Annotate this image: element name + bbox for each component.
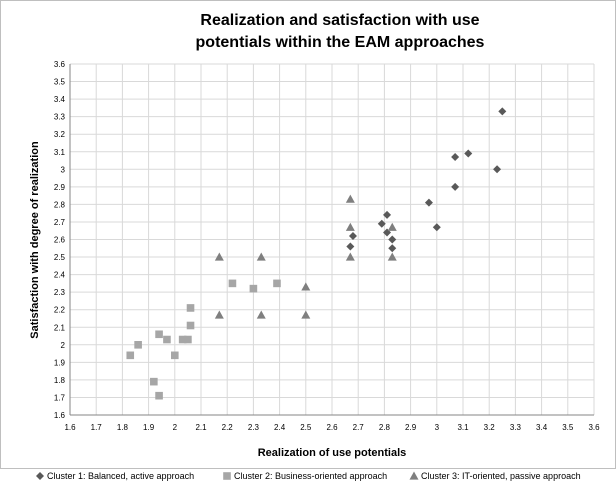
series-2-point [163, 335, 171, 344]
legend-label-2: Cluster 2: Business-oriented approach [234, 471, 387, 481]
legend: Cluster 1: Balanced, active approach Clus… [36, 471, 581, 481]
series-2-point [155, 330, 163, 339]
series-2-point [155, 391, 163, 400]
x-tick-label: 2.4 [274, 423, 286, 432]
x-tick-label: 2 [173, 423, 178, 432]
series-3-point [345, 252, 355, 261]
series-2-point [249, 284, 258, 293]
x-tick-label: 2.9 [405, 423, 417, 432]
y-tick-label: 3.3 [54, 113, 66, 122]
legend-marker-3 [409, 471, 419, 480]
y-tick-label: 2.5 [54, 253, 66, 262]
x-tick-label: 3.5 [562, 423, 574, 432]
series-1-point [493, 165, 502, 174]
series-2-point [126, 351, 135, 360]
series-1-point [388, 244, 397, 253]
y-tick-label: 2.6 [54, 236, 66, 245]
series-1-point [383, 210, 392, 219]
y-tick-label: 3.6 [54, 60, 66, 69]
x-axis-title: Realization of use potentials [258, 447, 407, 459]
y-tick-label: 2.9 [54, 183, 66, 192]
y-tick-label: 3.5 [54, 78, 66, 87]
series-2-point [228, 279, 237, 288]
y-tick-label: 2 [61, 341, 66, 350]
x-tick-label: 3.6 [588, 423, 600, 432]
series-1-point [432, 223, 441, 232]
series-2-point [273, 279, 281, 288]
x-tick-label: 3.4 [536, 423, 548, 432]
x-tick-label: 2.2 [222, 423, 234, 432]
series-3-point [345, 194, 355, 203]
series-3-point [345, 222, 355, 231]
x-tick-label: 1.9 [143, 423, 155, 432]
y-tick-label: 1.6 [54, 411, 66, 420]
chart-frame [0, 0, 616, 469]
y-tick-label: 3.2 [54, 130, 66, 139]
y-tick-label: 1.9 [54, 358, 66, 367]
series-3-point [214, 252, 224, 261]
legend-marker-2 [223, 472, 231, 480]
series-1-point [348, 231, 357, 240]
y-tick-label: 3.4 [54, 95, 66, 104]
y-tick-label: 1.8 [54, 376, 66, 385]
x-tick-label: 2.5 [300, 423, 312, 432]
y-tick-label: 2.3 [54, 288, 66, 297]
series-1-point [377, 219, 386, 228]
y-axis-title: Satisfaction with degree of realization [29, 141, 41, 339]
series-2-point [171, 351, 179, 360]
series-2-point [150, 377, 158, 386]
y-tick-label: 2.4 [54, 271, 66, 280]
series-3-point [256, 310, 266, 319]
chart-title-line-2: potentials within the EAM approaches [196, 34, 485, 51]
series-2-point [134, 341, 142, 349]
legend-label-1: Cluster 1: Balanced, active approach [47, 471, 194, 481]
series-2-point [186, 304, 195, 312]
series-1-point [498, 107, 507, 116]
series-3-point [387, 252, 397, 261]
x-tick-label: 3 [435, 423, 440, 432]
y-tick-label: 2.2 [54, 306, 66, 315]
x-tick-label: 1.8 [117, 423, 129, 432]
series-3-point [301, 310, 311, 319]
x-tick-label: 2.7 [353, 423, 365, 432]
series-1-point [464, 149, 473, 158]
grid-lines [69, 63, 595, 416]
axes: 1.6 1.7 1.8 1.9 2 2.1 2.2 2.3 2.4 2.5 2.6 2.7 2.8 2.9… [54, 60, 600, 432]
x-tick-label: 2.6 [326, 423, 338, 432]
series-2-point [178, 335, 187, 344]
series-1-point [346, 242, 355, 251]
x-tick-label: 1.6 [64, 423, 76, 432]
y-tick-label: 3.1 [54, 148, 66, 157]
legend-marker-1 [36, 472, 44, 480]
series-1-point [424, 198, 433, 207]
y-tick-label: 1.7 [54, 393, 66, 402]
x-tick-label: 3.3 [510, 423, 522, 432]
x-tick-label: 1.7 [91, 423, 103, 432]
series-3-point [301, 282, 311, 291]
x-tick-label: 2.3 [248, 423, 260, 432]
y-tick-label: 3 [61, 165, 66, 174]
series-1-point [388, 235, 397, 244]
chart-title-line-1: Realization and satisfaction with use [200, 12, 479, 29]
data-points [126, 107, 507, 400]
series-3-point [256, 252, 266, 261]
y-tick-label: 2.8 [54, 200, 66, 209]
y-tick-label: 2.7 [54, 218, 66, 227]
y-tick-label: 2.1 [54, 323, 66, 332]
x-tick-label: 3.1 [457, 423, 469, 432]
series-1-point [451, 182, 460, 191]
x-tick-label: 2.8 [379, 423, 391, 432]
series-1-point [451, 153, 460, 162]
legend-label-3: Cluster 3: IT-oriented, passive approach [421, 471, 581, 481]
series-3-point [214, 310, 224, 319]
series-3-point [387, 222, 397, 231]
x-tick-label: 2.1 [195, 423, 207, 432]
series-2-point [186, 321, 195, 330]
x-tick-label: 3.2 [484, 423, 496, 432]
series-2-point [184, 335, 192, 344]
